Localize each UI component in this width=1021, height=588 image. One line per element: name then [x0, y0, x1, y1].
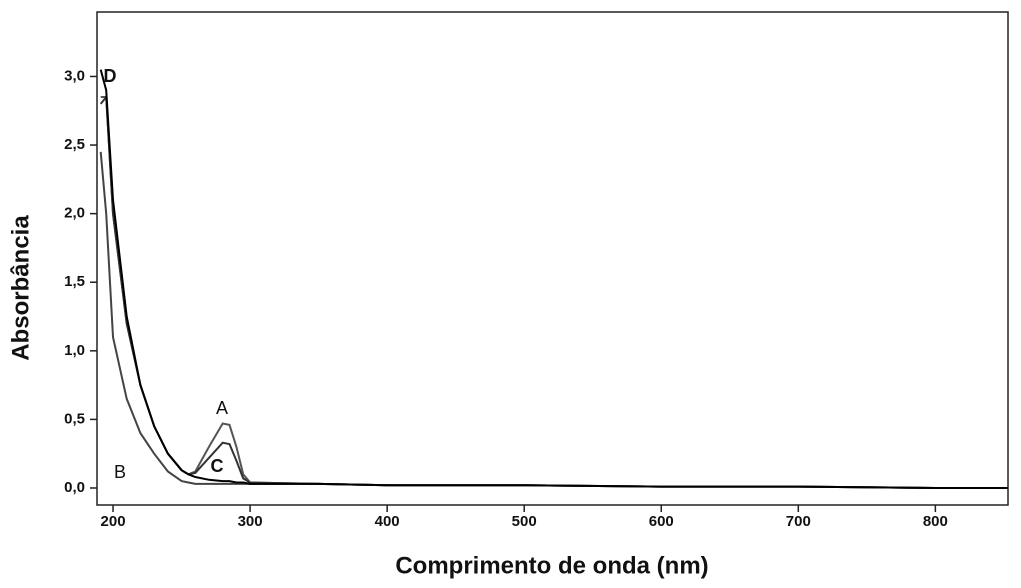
series-label: B — [114, 462, 126, 482]
y-tick-label: 0,5 — [64, 410, 85, 427]
series-label: D — [104, 66, 117, 86]
series-line — [100, 96, 1008, 489]
plot-frame — [96, 11, 1009, 506]
y-tick-label: 2,5 — [64, 136, 85, 153]
x-tick-label: 800 — [923, 513, 948, 530]
x-tick-label: 300 — [238, 513, 263, 530]
x-tick-label: 700 — [786, 513, 811, 530]
series-label: C — [211, 456, 224, 476]
y-tick-label: 1,5 — [64, 273, 85, 290]
y-tick-label: 3,0 — [64, 67, 85, 84]
x-tick-label: 600 — [649, 513, 674, 530]
series-line — [99, 94, 1008, 489]
y-tick-label: 1,0 — [64, 342, 85, 359]
y-tick-label: 0,0 — [64, 479, 85, 496]
x-tick-label: 500 — [512, 513, 537, 530]
x-axis-title: Comprimento de onda (nm) — [395, 552, 708, 579]
x-tick-label: 400 — [375, 513, 400, 530]
y-axis-title: Absorbância — [7, 215, 34, 361]
series-line — [99, 151, 1008, 489]
series-label: A — [216, 398, 228, 418]
y-tick-label: 2,0 — [64, 205, 85, 222]
x-tick-label: 200 — [101, 513, 126, 530]
series-line — [99, 69, 1008, 489]
